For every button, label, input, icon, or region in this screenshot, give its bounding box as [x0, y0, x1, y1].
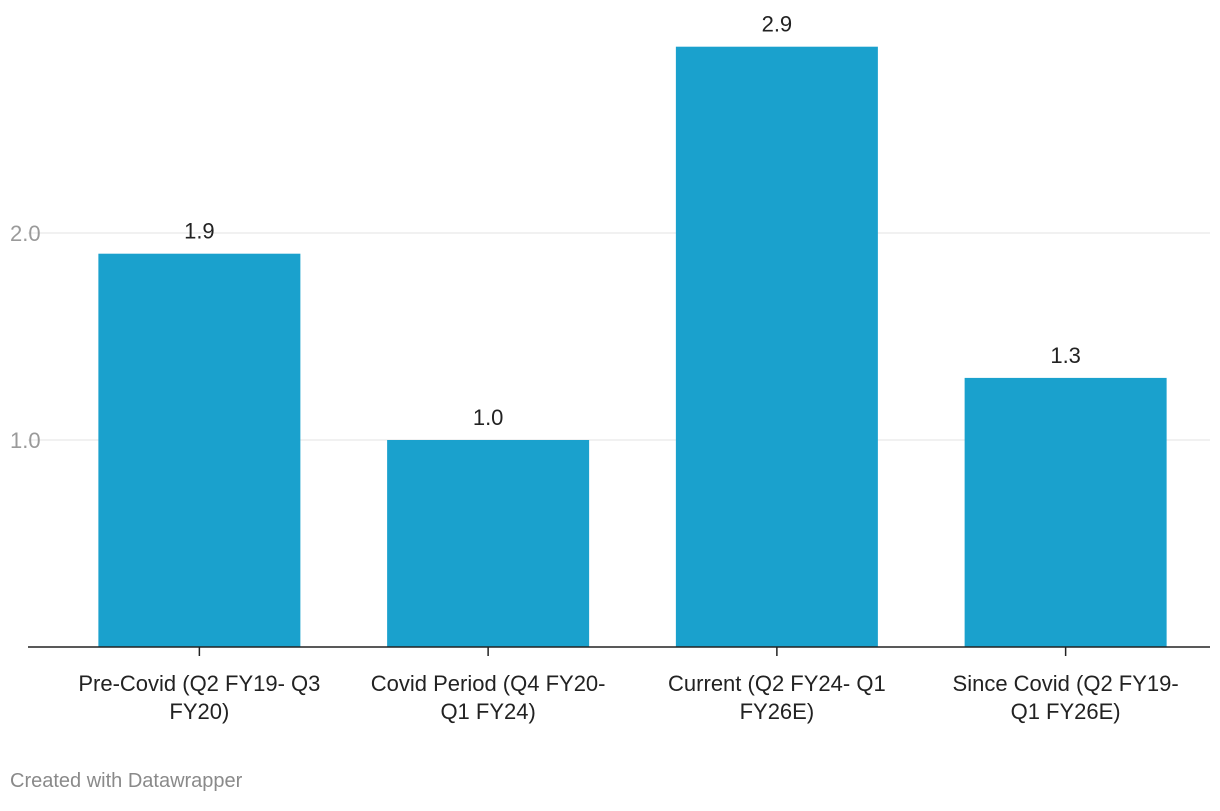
x-tick-label: Covid Period (Q4 FY20- Q1 FY24): [371, 671, 606, 724]
y-tick-label: 1.0: [10, 428, 41, 453]
bar-value-label: 2.9: [762, 12, 793, 37]
bar-value-label: 1.9: [184, 219, 215, 244]
x-tick-label-line: Pre-Covid (Q2 FY19- Q3: [78, 671, 320, 696]
bar-value-label: 1.0: [473, 405, 504, 430]
x-tick-label-line: Current (Q2 FY24- Q1: [668, 671, 886, 696]
credit-text: Created with Datawrapper: [10, 770, 243, 792]
x-tick-label-line: Covid Period (Q4 FY20-: [371, 671, 606, 696]
x-tick-label-line: Since Covid (Q2 FY19-: [953, 671, 1179, 696]
bar: [964, 377, 1167, 647]
x-tick-label-line: Q1 FY26E): [1011, 699, 1121, 724]
x-tick-label-line: Q1 FY24): [440, 699, 535, 724]
y-tick-label: 2.0: [10, 221, 41, 246]
x-tick-label: Current (Q2 FY24- Q1 FY26E): [668, 671, 886, 724]
bar: [387, 440, 590, 647]
x-tick-label-line: FY26E): [740, 699, 815, 724]
bar: [98, 253, 301, 647]
bar-value-label: 1.3: [1050, 343, 1081, 368]
x-tick-label-line: FY20): [169, 699, 229, 724]
bar: [675, 46, 878, 647]
x-tick-label: Since Covid (Q2 FY19- Q1 FY26E): [953, 671, 1179, 724]
x-tick-label: Pre-Covid (Q2 FY19- Q3 FY20): [78, 671, 320, 724]
